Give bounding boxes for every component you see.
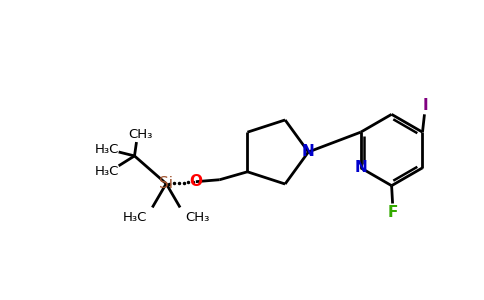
Text: H₃C: H₃C [94,143,119,157]
Text: N: N [354,160,367,175]
Text: H₃C: H₃C [122,211,147,224]
Text: CH₃: CH₃ [128,128,152,141]
Text: H₃C: H₃C [94,165,119,178]
Text: F: F [387,205,398,220]
Text: CH₃: CH₃ [186,211,210,224]
Text: N: N [302,145,315,160]
Text: Si: Si [159,176,173,191]
Text: I: I [423,98,428,113]
Text: O: O [189,174,202,189]
